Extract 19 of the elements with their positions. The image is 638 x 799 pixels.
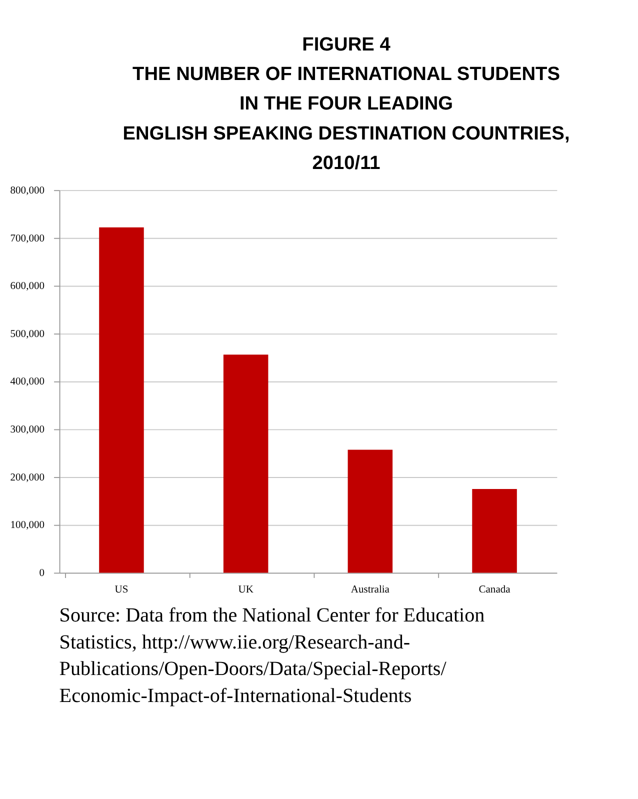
x-tick-label: Australia: [350, 584, 390, 596]
y-tick-label: 800,000: [10, 185, 44, 196]
y-tick-label: 0: [39, 568, 44, 580]
y-tick-label: 500,000: [10, 328, 44, 340]
bar: [223, 354, 268, 573]
bar: [472, 489, 517, 573]
source-note: Source: Data from the National Center for Education Statistics, http://www.iie.org/Research-and-Publications/Open-Doors/Data/Special-Reports/Economic-Impact-of-International-Students: [59, 604, 485, 707]
x-tick-label: US: [114, 584, 128, 596]
x-tick-label: Canada: [478, 584, 511, 596]
y-tick-label: 700,000: [10, 233, 44, 244]
y-tick-label: 400,000: [10, 376, 44, 388]
chart-title: FIGURE 4 THE NUMBER OF INTERNATIONAL STUDENTS IN THE FOUR LEADING ENGLISH SPEAKING DESTINATION COUNTRIES, 2010/11: [122, 34, 570, 174]
y-tick-label: 100,000: [10, 520, 44, 532]
y-tick-label: 600,000: [10, 281, 44, 292]
bar: [348, 450, 393, 573]
x-tick-label: UK: [238, 584, 254, 596]
y-tick-label: 200,000: [10, 472, 44, 484]
bar: [99, 227, 144, 573]
y-tick-label: 300,000: [10, 424, 44, 436]
